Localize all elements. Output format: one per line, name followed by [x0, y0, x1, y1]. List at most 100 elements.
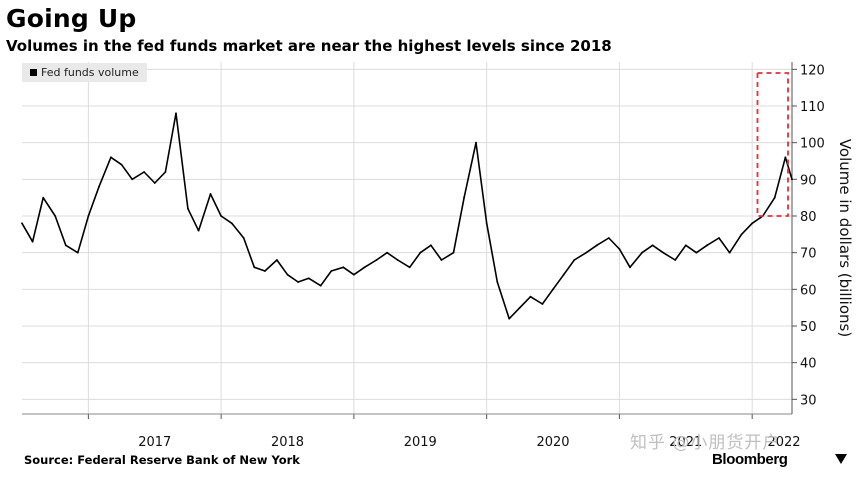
y-tick-label: 40 — [800, 357, 817, 372]
series-point — [297, 281, 300, 283]
y-tick-label: 110 — [800, 100, 825, 115]
bloomberg-mark-icon — [835, 454, 847, 464]
legend: Fed funds volume — [22, 63, 147, 82]
series-point — [153, 182, 156, 184]
y-axis-label: Volume in dollars (billions) — [836, 139, 854, 337]
chart-subtitle: Volumes in the fed funds market are near… — [6, 37, 612, 55]
series-point — [674, 259, 677, 261]
series-point — [120, 163, 123, 166]
series-point — [773, 196, 776, 199]
y-tick-label: 60 — [800, 283, 817, 298]
series-point — [76, 251, 79, 254]
series-point — [220, 215, 223, 217]
series-point — [452, 251, 455, 254]
series-point — [552, 288, 554, 291]
series-point — [496, 281, 499, 283]
series-point — [87, 215, 90, 217]
series-point — [242, 237, 245, 239]
x-tick-label: 2017 — [138, 435, 171, 450]
series-point — [143, 171, 146, 173]
y-tick-label: 30 — [800, 393, 817, 408]
series-point — [585, 251, 588, 254]
highlight-layer — [756, 72, 789, 217]
series-point — [330, 270, 333, 272]
series-point — [429, 244, 432, 247]
series-point — [784, 156, 787, 159]
bloomberg-logo: Bloomberg — [712, 451, 788, 468]
series-point — [629, 266, 631, 269]
series-point — [230, 222, 233, 225]
x-tick-label: 2021 — [669, 435, 702, 450]
series-point — [791, 178, 793, 181]
gridlines — [22, 62, 792, 414]
series-point — [98, 185, 100, 188]
source-note: Source: Federal Reserve Bank of New York — [24, 453, 300, 467]
series-point — [463, 196, 465, 199]
series-point — [110, 156, 112, 159]
series-point — [541, 303, 544, 305]
series-point — [618, 248, 621, 250]
series-point — [187, 207, 189, 210]
series-point — [64, 244, 67, 247]
series-point — [562, 273, 565, 276]
y-tick-label: 100 — [800, 137, 825, 152]
series-point — [286, 273, 289, 276]
series-point — [396, 259, 399, 261]
series-point — [684, 244, 687, 247]
series-point — [728, 251, 731, 254]
series-point — [54, 215, 57, 217]
series-point — [718, 237, 720, 239]
series-point — [440, 259, 443, 261]
series-point — [573, 259, 576, 261]
series-point — [175, 112, 177, 115]
legend-swatch — [30, 69, 37, 76]
x-tick-label: 2018 — [271, 435, 304, 450]
series-point — [485, 222, 488, 225]
highlight-box — [756, 72, 789, 217]
watermark: 知乎 @小朋货开户 — [630, 433, 781, 453]
y-tick-label: 80 — [800, 210, 817, 225]
series-point — [408, 266, 411, 269]
series-point — [363, 266, 366, 269]
x-tick-label: 2019 — [404, 435, 437, 450]
series-point — [651, 244, 654, 247]
y-tick-label: 90 — [800, 173, 817, 188]
y-tick-label: 120 — [800, 63, 825, 78]
series-point — [352, 273, 355, 276]
series-point — [740, 233, 743, 236]
chart-title: Going Up — [6, 4, 137, 33]
series-point — [264, 270, 266, 272]
series-point — [607, 237, 610, 239]
y-axis: 30 40 50 60 70 80 90 100 110 120 — [791, 62, 825, 414]
x-tick-label: 2020 — [536, 435, 569, 450]
series-point — [662, 251, 665, 254]
series-layer — [21, 112, 793, 320]
series-point — [375, 259, 378, 261]
series-point — [164, 171, 167, 173]
y-tick-label: 70 — [800, 247, 817, 262]
x-tick-label: 2022 — [767, 435, 800, 450]
series-point — [307, 277, 310, 280]
series-point — [529, 295, 532, 298]
x-axis: 2017 2018 2019 2020 2021 2022 — [22, 413, 801, 450]
series-point — [319, 284, 322, 287]
series-point — [31, 240, 34, 243]
series-point — [42, 196, 45, 199]
series-point — [518, 306, 521, 309]
series-point — [508, 317, 511, 320]
series-point — [419, 251, 422, 254]
series-point — [209, 193, 212, 195]
series-point — [275, 259, 278, 261]
series-point — [131, 178, 134, 181]
series-point — [21, 222, 23, 225]
series-point — [386, 251, 388, 254]
series-point — [475, 141, 477, 144]
legend-label: Fed funds volume — [41, 66, 139, 79]
series-point — [197, 229, 200, 232]
series-point — [706, 244, 708, 247]
series-point — [751, 222, 754, 225]
series-point — [253, 266, 256, 269]
series-point — [595, 244, 598, 247]
series-point — [695, 251, 698, 254]
